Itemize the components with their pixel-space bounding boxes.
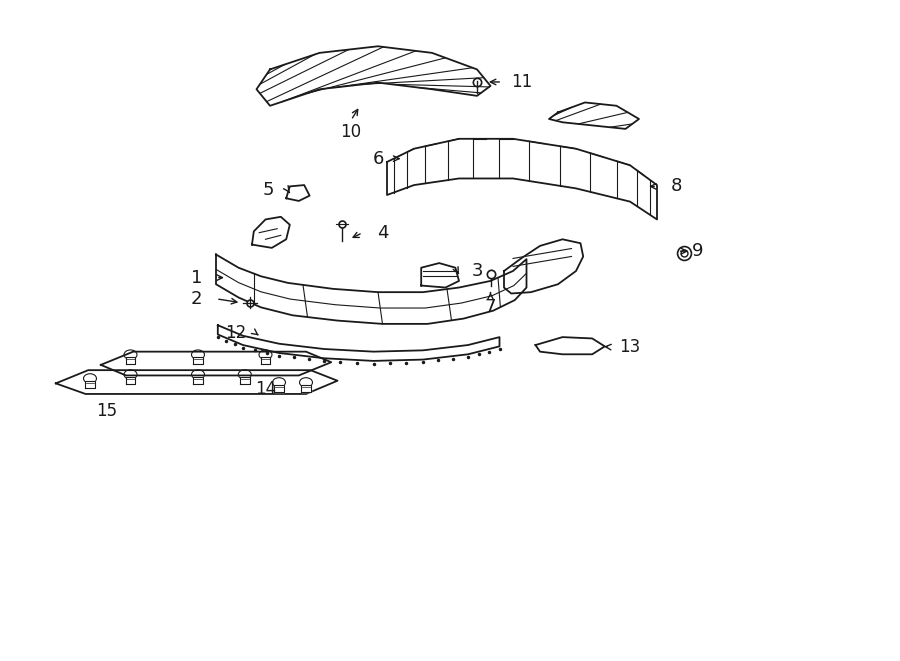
Polygon shape [126,377,135,384]
Polygon shape [421,263,459,288]
Polygon shape [261,357,270,364]
Text: 15: 15 [95,402,117,420]
Polygon shape [549,102,639,129]
Polygon shape [387,139,657,219]
Polygon shape [256,46,491,106]
Polygon shape [194,357,202,364]
Text: 8: 8 [671,177,682,196]
Text: 11: 11 [511,73,533,91]
Text: 7: 7 [485,298,496,317]
Text: 13: 13 [619,338,641,356]
Polygon shape [302,385,310,392]
Text: 5: 5 [263,181,274,200]
Text: 4: 4 [377,223,388,242]
Text: 9: 9 [692,242,703,260]
Polygon shape [504,239,583,293]
Polygon shape [86,381,94,388]
Polygon shape [56,370,338,394]
Text: 2: 2 [191,290,202,308]
Text: 14: 14 [255,379,276,398]
Text: 12: 12 [225,324,247,342]
Text: 6: 6 [373,149,383,168]
Polygon shape [218,325,500,361]
Polygon shape [274,385,284,392]
Polygon shape [240,377,249,384]
Polygon shape [101,352,331,375]
Polygon shape [216,254,526,324]
Polygon shape [252,217,290,248]
Text: 10: 10 [340,123,362,141]
Polygon shape [286,185,310,201]
Polygon shape [126,357,135,364]
Polygon shape [194,377,202,384]
Polygon shape [536,337,605,354]
Text: 3: 3 [472,262,482,280]
Text: 1: 1 [191,268,202,287]
